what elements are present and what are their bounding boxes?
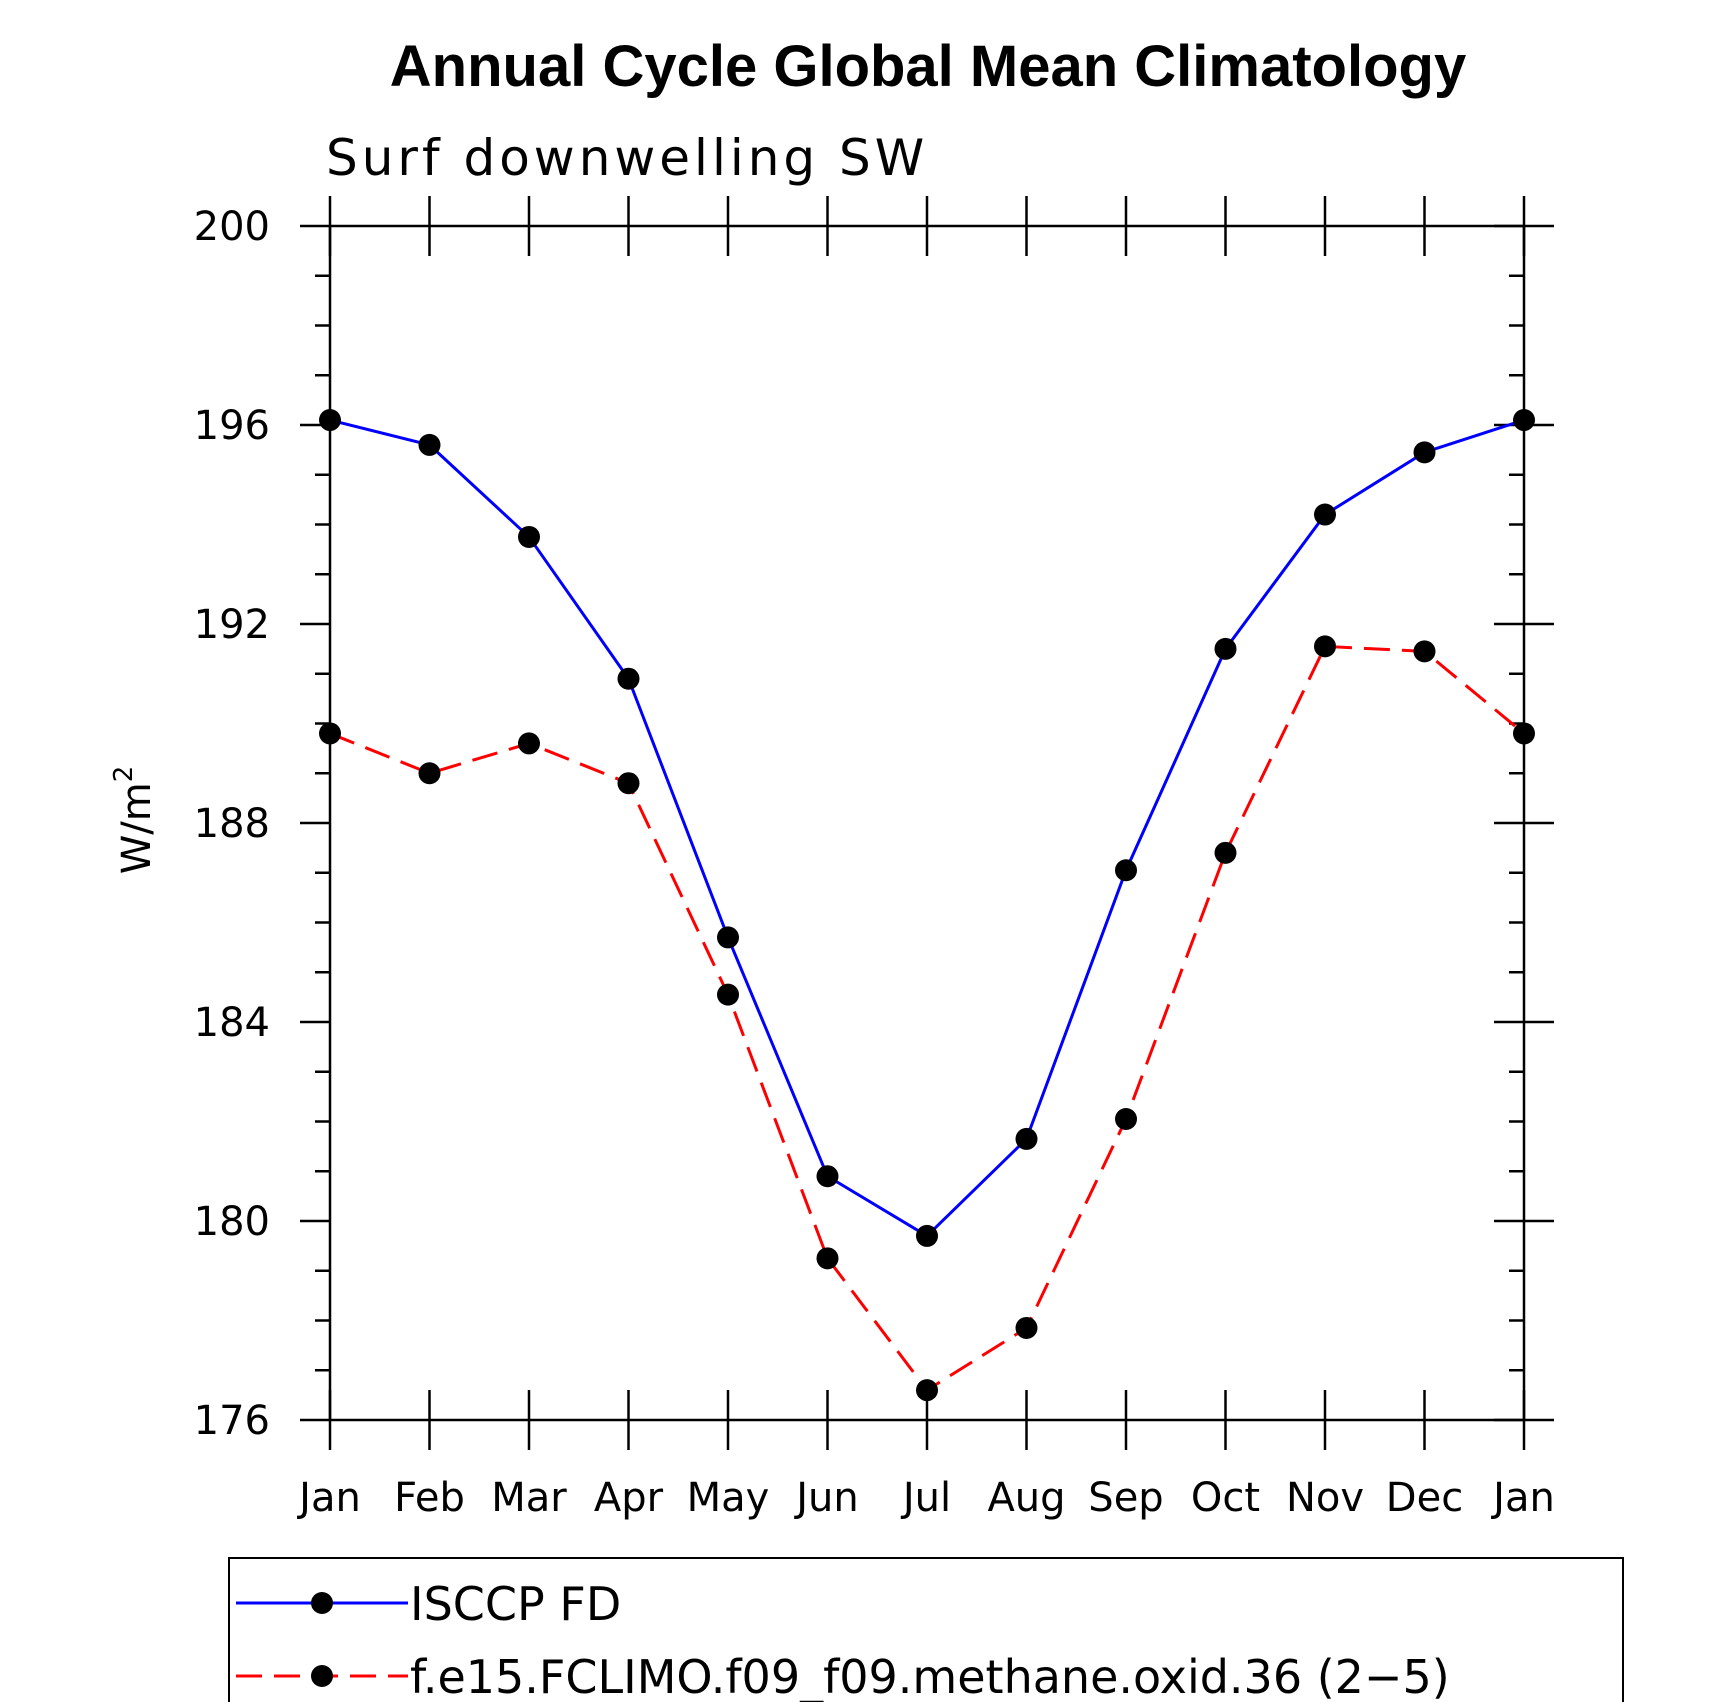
series-1-point [518, 732, 540, 755]
series-0-point [717, 926, 739, 949]
legend-marker-isccp [311, 1592, 333, 1614]
x-tick-label: Jul [900, 1475, 951, 1521]
x-tick-label: Dec [1386, 1475, 1463, 1521]
legend-label-isccp: ISCCP FD [410, 1577, 621, 1631]
x-tick-label: Apr [594, 1475, 664, 1521]
series-0-point [1513, 409, 1535, 432]
legend-box [228, 1557, 1624, 1702]
series-0-point [1115, 859, 1137, 882]
series-1-point [916, 1379, 938, 1402]
x-tick-label: Jun [793, 1475, 859, 1521]
series-0-point [816, 1165, 839, 1188]
y-tick-label: 184 [194, 1000, 270, 1046]
x-tick-label: Aug [987, 1475, 1065, 1521]
y-tick-label: 196 [194, 403, 270, 449]
x-tick-label: Oct [1191, 1475, 1260, 1521]
series-1-point [1214, 841, 1237, 864]
series-line-0 [329, 418, 1525, 1238]
y-tick-label: 180 [194, 1199, 270, 1245]
series-1-point [1314, 635, 1336, 658]
series-1-point [617, 772, 640, 795]
series-0-point [916, 1224, 938, 1247]
series-0-point [1413, 441, 1436, 464]
axis-ticks [300, 196, 1554, 1450]
series-1-point [717, 983, 739, 1006]
x-tick-label: Mar [491, 1475, 567, 1521]
series-0-point [518, 525, 540, 548]
series-1-point [319, 722, 341, 745]
x-tick-label: Sep [1088, 1475, 1163, 1521]
series-0-point [1015, 1127, 1038, 1150]
series-points [319, 409, 1535, 1402]
y-axis-label: W/m2 [109, 766, 160, 875]
legend: ISCCP FD f.e15.FCLIMO.f09_f09.methane.ox… [228, 1557, 1624, 1702]
series-line-1 [329, 644, 1525, 1392]
chart-title: Annual Cycle Global Mean Climatology [390, 34, 1466, 99]
y-tick-label: 200 [194, 204, 270, 250]
y-tick-label: 192 [194, 602, 270, 648]
svg-text:W/m2: W/m2 [109, 766, 160, 875]
series-0-point [1314, 503, 1336, 526]
series-0-point [1214, 637, 1237, 660]
y-tick-labels: 176 180 184 188 192 196 200 [194, 204, 270, 1444]
y-axis-label-text: W/m [114, 782, 160, 874]
series-0-point [418, 433, 441, 456]
series-1-point [816, 1247, 839, 1270]
y-tick-label: 176 [194, 1398, 270, 1444]
x-tick-label: May [687, 1475, 770, 1521]
legend-label-model: f.e15.FCLIMO.f09_f09.methane.oxid.36 (2−… [410, 1650, 1450, 1702]
x-tick-label: Nov [1286, 1475, 1364, 1521]
x-tick-labels: Jan Feb Mar Apr May Jun Jul Aug Sep Oct Nov Dec Jan [296, 1475, 1555, 1521]
y-axis-label-superscript: 2 [109, 766, 139, 783]
series-0-point [617, 667, 640, 690]
series-1-point [1115, 1108, 1137, 1131]
legend-marker-model [311, 1665, 333, 1687]
series-1-point [418, 762, 441, 785]
x-tick-label: Jan [296, 1475, 361, 1521]
series-1-point [1513, 722, 1535, 745]
series-1-point [1015, 1316, 1038, 1339]
x-tick-label: Feb [394, 1475, 465, 1521]
series-1-point [1413, 640, 1436, 663]
x-tick-label: Jan [1490, 1475, 1555, 1521]
series-0-point [319, 409, 341, 432]
chart-subtitle: Surf downwelling SW [326, 129, 928, 187]
y-tick-label: 188 [194, 801, 270, 847]
